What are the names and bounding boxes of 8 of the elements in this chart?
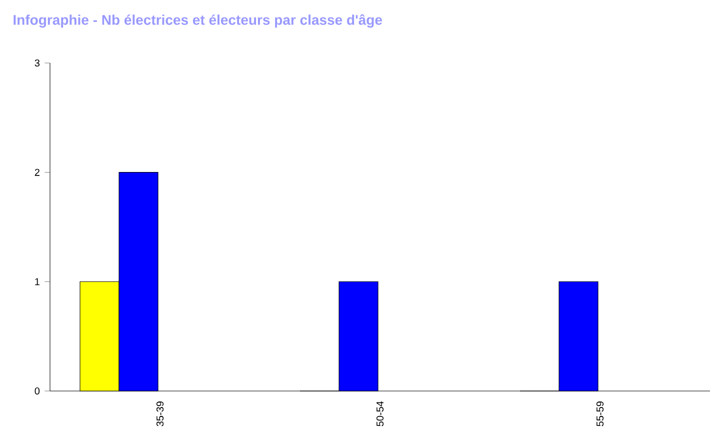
y-tick-label: 1 bbox=[35, 278, 40, 286]
x-tick-label: 50-54 bbox=[376, 401, 384, 426]
y-tick-label: 0 bbox=[34, 387, 40, 395]
x-tick-label: 55-59 bbox=[596, 402, 604, 426]
chart-title: Infographie - Nb électrices et électeurs par classe d'âge bbox=[14, 14, 382, 28]
y-tick-label: 2 bbox=[34, 168, 40, 176]
x-tick-label: 35-39 bbox=[156, 402, 164, 426]
y-tick-label: 3 bbox=[34, 59, 40, 67]
